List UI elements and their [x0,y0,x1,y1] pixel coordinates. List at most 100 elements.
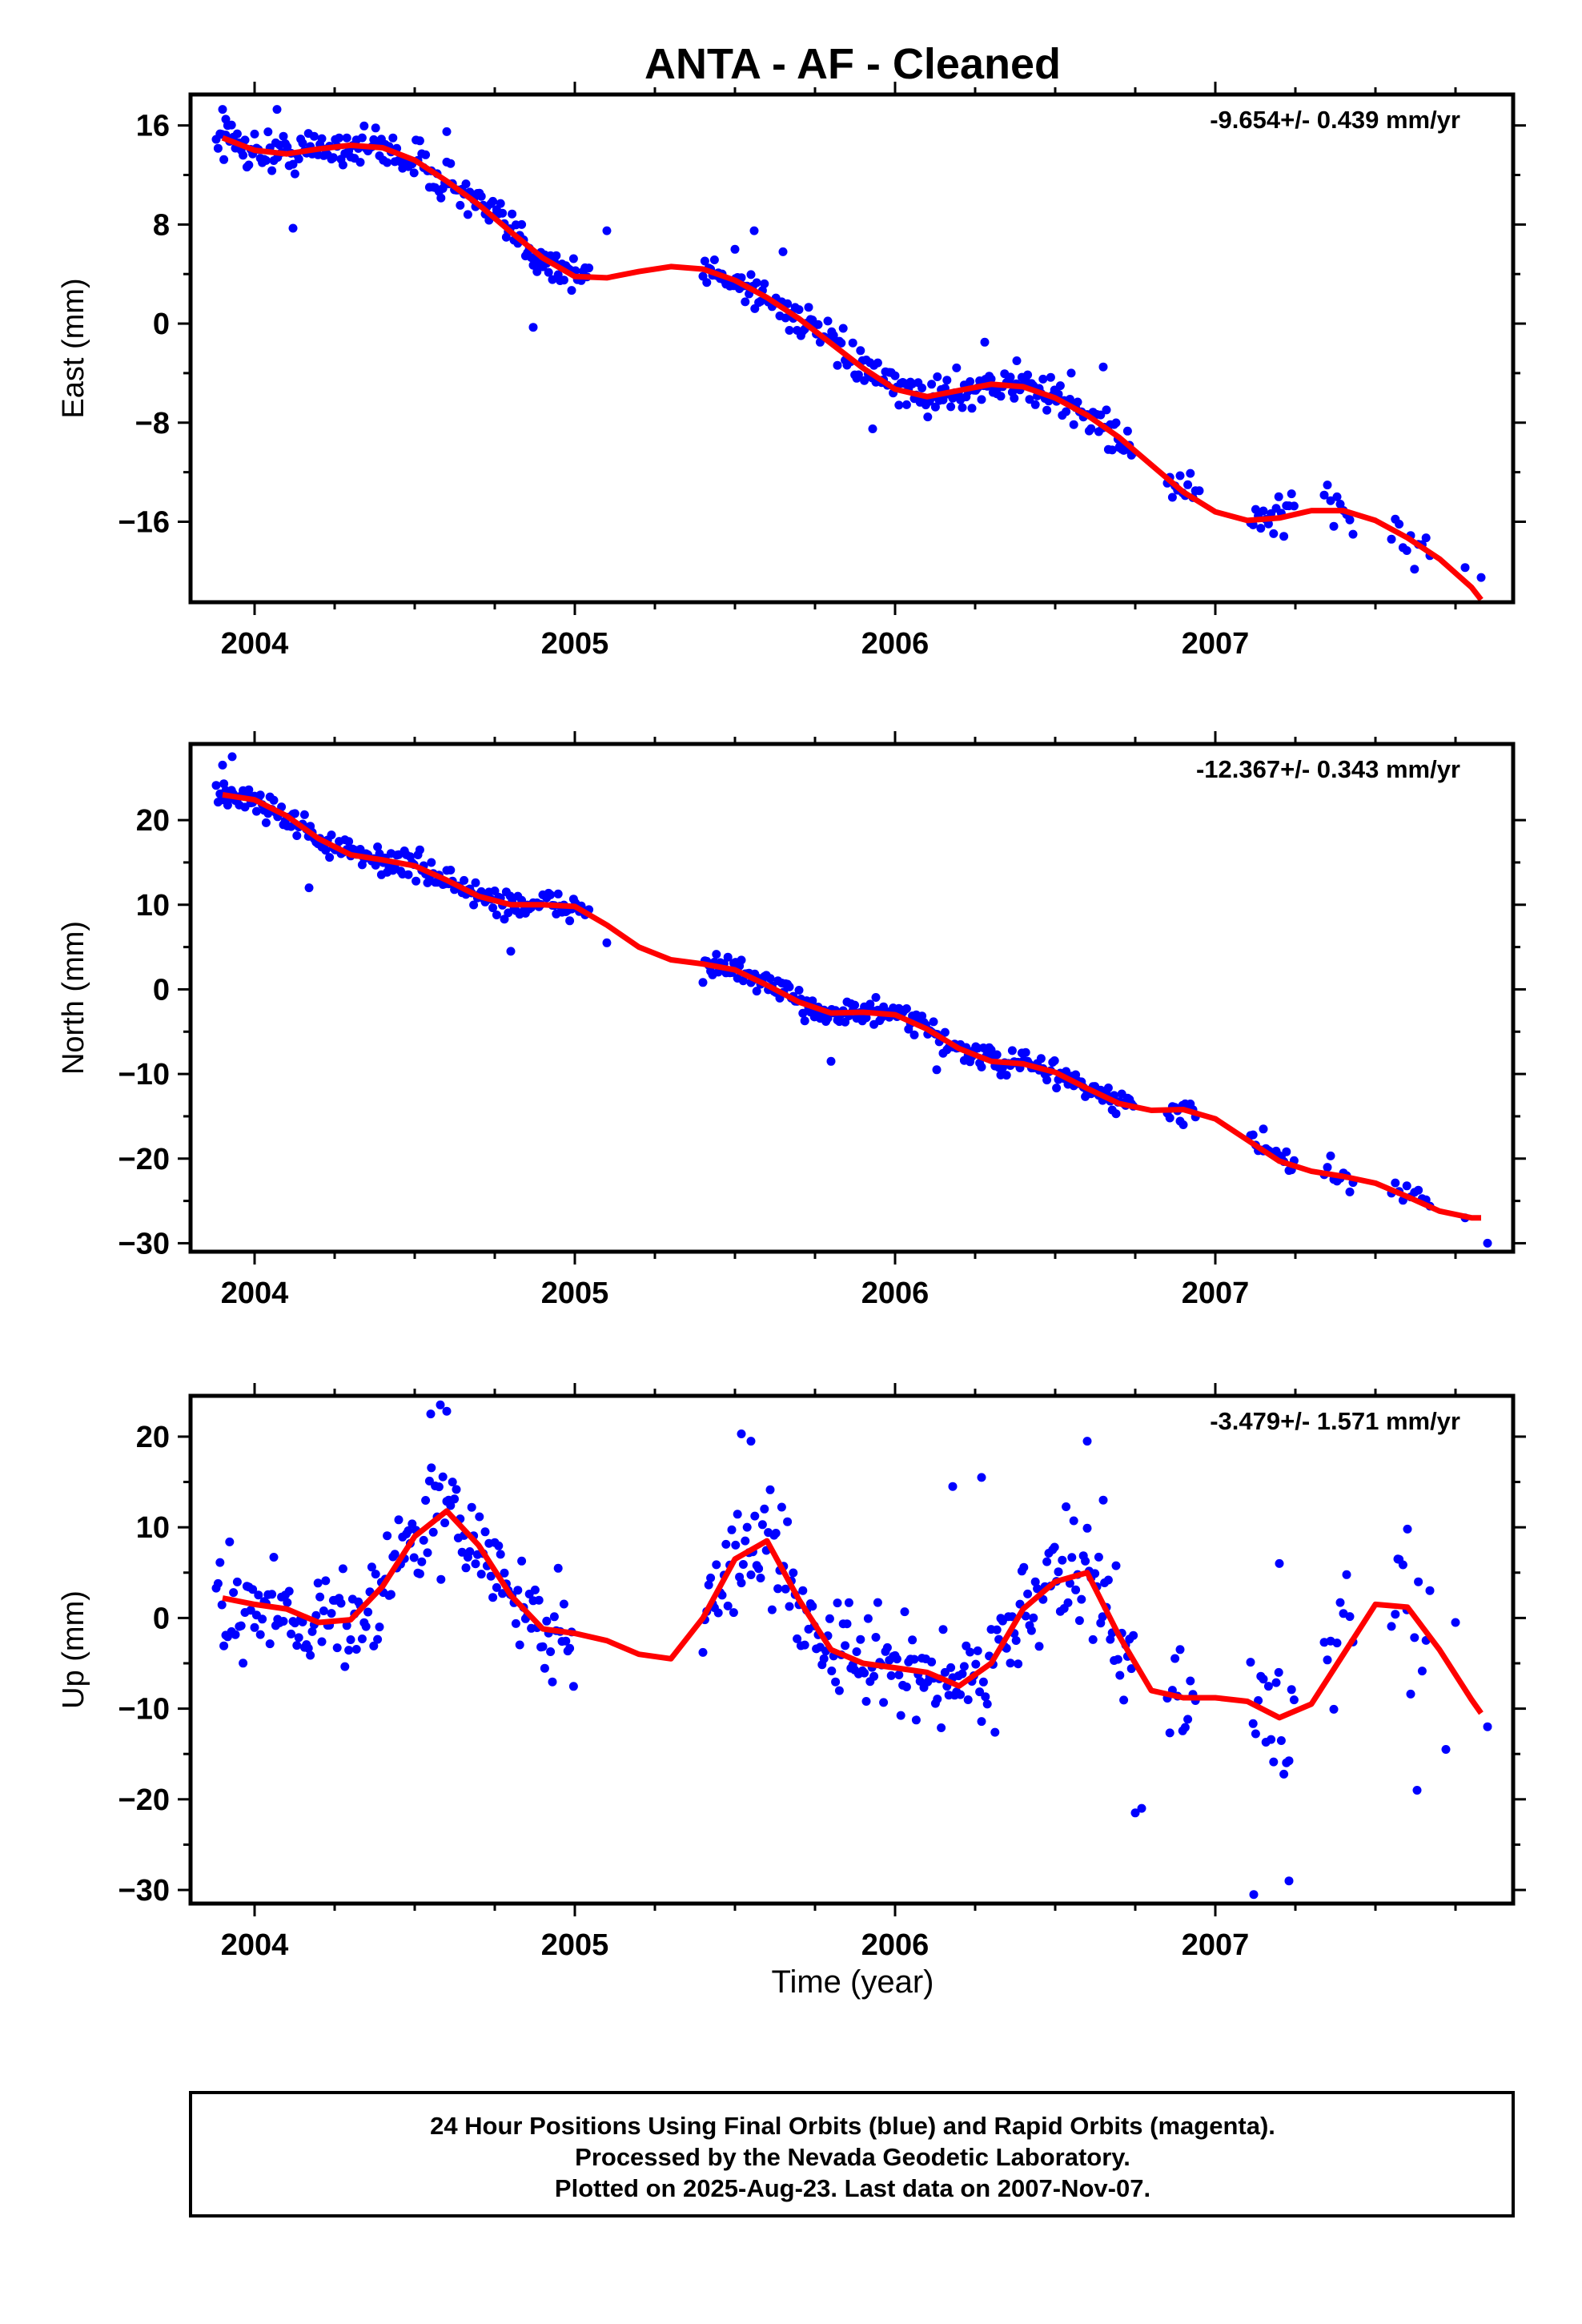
up-point [873,1598,882,1607]
east-x-tick-label: 2004 [221,627,289,661]
east-point [946,402,956,412]
up-point [940,1667,950,1677]
up-point [783,1517,793,1526]
footer-line-2: Processed by the Nevada Geodetic Laborat… [575,2143,1130,2171]
east-point [1122,426,1132,436]
up-outlier-point [1137,1803,1146,1813]
north-point [929,1017,938,1027]
up-point [1021,1611,1030,1621]
up-point [419,1535,428,1545]
up-point [225,1537,235,1546]
north-point [471,878,480,887]
up-data-points [211,1400,1492,1900]
up-point [1023,1589,1033,1598]
north-data-points [211,752,1492,1248]
north-point [1345,1187,1355,1196]
east-outlier-point [730,244,740,254]
east-point [309,131,319,141]
north-point [861,1013,871,1023]
up-point [236,1621,246,1630]
up-y-tick-label: −30 [118,1874,170,1908]
up-point [436,1574,446,1584]
north-y-tick-label: 20 [136,804,170,838]
east-outlier-point [1460,563,1470,573]
east-point [552,251,561,260]
north-panel: 2004 2005 2006 2007 20 10 0 −10 −20 −30 North (mm)… [57,731,1526,1310]
up-point [1271,1678,1281,1687]
north-outlier-point [932,1065,942,1075]
up-point [213,1578,223,1588]
north-point [1007,1046,1017,1055]
east-point [250,129,259,139]
east-model-line [221,135,1484,602]
north-point [698,978,708,987]
east-point [1006,372,1015,382]
east-point [1042,405,1052,415]
up-point [248,1585,258,1594]
east-y-tick-label: 16 [136,110,170,143]
up-point [465,1547,475,1556]
up-y-tick-label: 0 [153,1602,170,1635]
up-point [511,1618,520,1628]
up-point [1329,1704,1339,1714]
east-point [461,179,471,189]
north-outlier-point [1178,1120,1188,1129]
east-point [804,303,813,312]
up-point [1165,1728,1174,1738]
up-point [1129,1630,1138,1640]
east-point [1269,529,1279,538]
east-point [517,219,527,229]
north-point [488,903,498,913]
up-point [232,1577,242,1586]
up-point [375,1622,384,1632]
north-y-tick-label: −10 [118,1058,170,1092]
up-point [1276,1736,1286,1745]
east-x-tick-label: 2007 [1182,627,1250,661]
east-point [923,412,933,422]
up-point [417,1557,427,1566]
east-point [1023,370,1033,380]
up-outlier-point [1393,1554,1403,1564]
up-point [927,1657,937,1667]
up-point [546,1647,556,1656]
east-point [446,159,456,168]
up-point [1042,1557,1052,1566]
east-point [1175,471,1185,480]
up-point [467,1502,476,1512]
up-point [369,1641,379,1651]
east-outlier-point [1476,573,1486,582]
north-point [460,875,469,885]
east-point [371,123,380,133]
up-point [219,1641,229,1651]
north-point [800,1016,809,1026]
up-outlier-point [1284,1876,1294,1886]
east-outlier-point [1195,486,1204,496]
up-point [438,1472,448,1482]
up-point [530,1585,540,1594]
up-point [1246,1658,1255,1667]
up-point [488,1593,498,1602]
north-point [1402,1181,1411,1191]
up-point [793,1634,802,1643]
east-point [1167,493,1177,502]
up-point [303,1643,313,1653]
up-point [896,1711,905,1720]
up-point [852,1647,861,1656]
east-point [1046,372,1055,382]
east-point [240,135,250,145]
north-point [1052,1084,1062,1093]
up-outlier-point [1249,1890,1259,1900]
east-point [1279,532,1289,541]
north-y-tick-label: 0 [153,973,170,1007]
north-point [261,818,271,827]
north-outlier-point [1259,1124,1268,1134]
east-point [359,121,369,131]
up-point [959,1662,969,1671]
east-point [1395,520,1404,529]
east-outlier-point [602,226,612,235]
up-point [409,1553,419,1562]
north-point [1021,1047,1030,1057]
east-point [548,275,557,284]
up-point [742,1522,752,1532]
east-point [1086,424,1096,433]
